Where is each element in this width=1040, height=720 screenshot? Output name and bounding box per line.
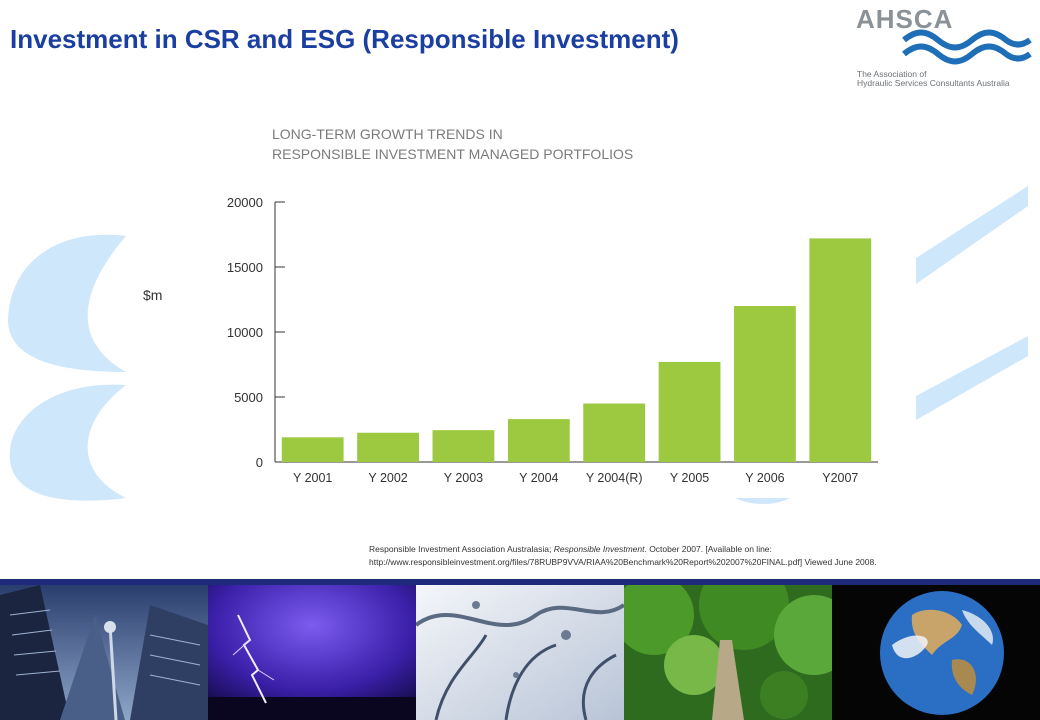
water-splash-image xyxy=(416,585,624,720)
source-citation: Responsible Investment Association Austr… xyxy=(369,543,877,569)
bottom-divider-bar xyxy=(0,579,1040,585)
bar xyxy=(281,437,344,462)
bar xyxy=(734,306,796,462)
x-tick-label: Y 2006 xyxy=(745,471,784,485)
x-tick-label: Y 2003 xyxy=(444,471,483,485)
chart-title-line1: LONG-TERM GROWTH TRENDS IN xyxy=(272,126,503,142)
earth-globe-image xyxy=(832,585,1040,720)
logo-name: AHSCA xyxy=(856,4,954,34)
logo-subtitle: The Association of Hydraulic Services Co… xyxy=(857,70,1010,88)
page-title: Investment in CSR and ESG (Responsible I… xyxy=(10,24,679,54)
axis-layer: 20000 15000 10000 5000 0 xyxy=(227,195,878,470)
x-tick-label: Y2007 xyxy=(822,471,858,485)
x-tick-label: Y 2002 xyxy=(368,471,407,485)
logo-subtitle-line2: Hydraulic Services Consultants Australia xyxy=(857,78,1010,88)
y-tick-label: 15000 xyxy=(227,260,263,275)
x-tick-label: Y 2001 xyxy=(293,471,332,485)
citation-suffix: . October 2007. [Available on line: xyxy=(644,544,772,554)
x-tick-label: Y 2004(R) xyxy=(586,471,643,485)
x-labels-layer: Y 2001 Y 2002 Y 2003 Y 2004 Y 2004(R) Y 2005 Y… xyxy=(293,471,858,485)
bar xyxy=(507,419,570,462)
citation-line1: Responsible Investment Association Austr… xyxy=(369,543,877,556)
y-tick-label: 0 xyxy=(256,455,263,470)
logo-subtitle-line1: The Association of xyxy=(857,69,927,79)
y-tick-label: 10000 xyxy=(227,325,263,340)
bar xyxy=(432,430,495,462)
wave-logo-icon xyxy=(902,29,1032,65)
y-tick-label: 5000 xyxy=(234,390,263,405)
chart-title-line2: RESPONSIBLE INVESTMENT MANAGED PORTFOLIO… xyxy=(272,146,633,162)
city-skyline-image xyxy=(0,585,208,720)
ahsca-logo: AHSCA The Association of Hydraulic Servi… xyxy=(852,4,1036,88)
x-tick-label: Y 2005 xyxy=(670,471,709,485)
chart-panel: LONG-TERM GROWTH TRENDS IN RESPONSIBLE I… xyxy=(126,104,916,498)
y-tick-label: 20000 xyxy=(227,195,263,210)
citation-title: Responsible Investment xyxy=(553,544,645,554)
forest-trees-image xyxy=(624,585,832,720)
citation-prefix: Responsible Investment Association Austr… xyxy=(369,544,554,554)
x-tick-label: Y 2004 xyxy=(519,471,558,485)
lightning-storm-image xyxy=(208,585,416,720)
bar xyxy=(658,361,721,462)
bar xyxy=(357,432,419,462)
bars-layer xyxy=(281,238,872,462)
citation-url: http://www.responsibleinvestment.org/fil… xyxy=(369,557,877,567)
photo-strip xyxy=(0,585,1040,720)
bar xyxy=(809,238,872,462)
y-axis-label: $m xyxy=(143,287,162,303)
bar-chart: LONG-TERM GROWTH TRENDS IN RESPONSIBLE I… xyxy=(143,126,878,485)
bar xyxy=(583,403,646,462)
